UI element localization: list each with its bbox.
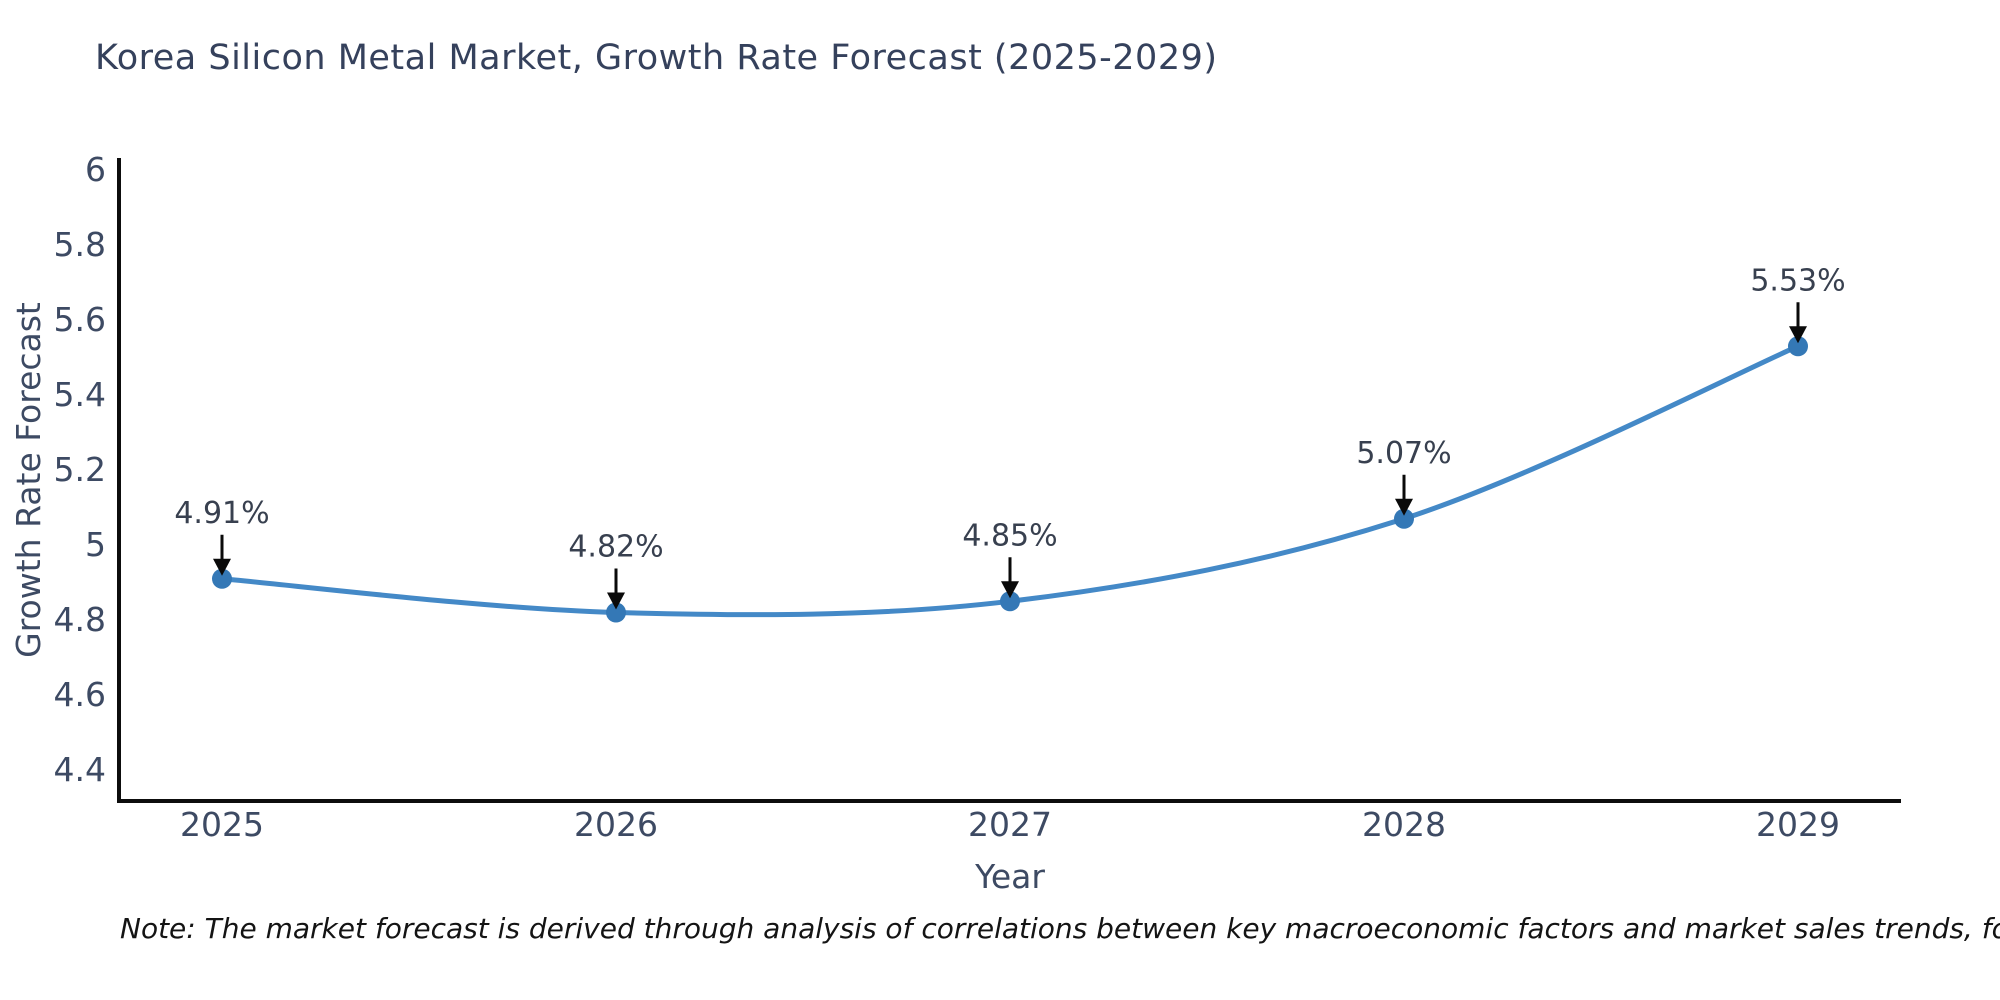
annotation-label: 5.53% — [1750, 263, 1845, 298]
annotation-arrow-head — [1789, 326, 1807, 344]
y-tick-label: 4.4 — [54, 750, 106, 789]
annotation-arrow-head — [213, 558, 231, 576]
annotation-label: 4.85% — [962, 518, 1057, 553]
annotation-arrow-head — [1395, 498, 1413, 516]
y-axis-title: Growth Rate Forecast — [9, 302, 48, 658]
annotation-label: 5.07% — [1356, 436, 1451, 471]
y-tick-label: 5 — [85, 525, 106, 564]
y-tick-label: 4.6 — [54, 675, 106, 714]
data-point-marker — [1000, 591, 1020, 612]
annotation-label: 4.82% — [568, 530, 663, 565]
y-tick-label: 5.4 — [54, 375, 106, 414]
data-point-marker — [1394, 508, 1414, 529]
x-tick-label: 2025 — [180, 805, 264, 844]
x-axis-title: Year — [974, 857, 1045, 896]
data-point-marker — [212, 568, 232, 589]
y-tick-label: 5.8 — [54, 225, 106, 264]
x-tick-label: 2026 — [574, 805, 658, 844]
data-point-marker — [1788, 336, 1808, 357]
data-point-marker — [606, 602, 626, 623]
x-tick-label: 2027 — [968, 805, 1052, 844]
annotation-arrow-head — [1001, 581, 1019, 599]
footnote: Note: The market forecast is derived thr… — [120, 912, 2000, 945]
x-tick-label: 2029 — [1756, 805, 1840, 844]
x-tick-label: 2028 — [1362, 805, 1446, 844]
chart-title: Korea Silicon Metal Market, Growth Rate … — [95, 38, 1218, 78]
annotation-arrow-head — [607, 592, 625, 610]
y-tick-label: 4.8 — [54, 600, 106, 639]
annotation-label: 4.91% — [174, 496, 269, 531]
y-tick-label: 5.2 — [54, 450, 106, 489]
y-tick-label: 6 — [85, 150, 106, 189]
y-tick-label: 5.6 — [54, 300, 106, 339]
